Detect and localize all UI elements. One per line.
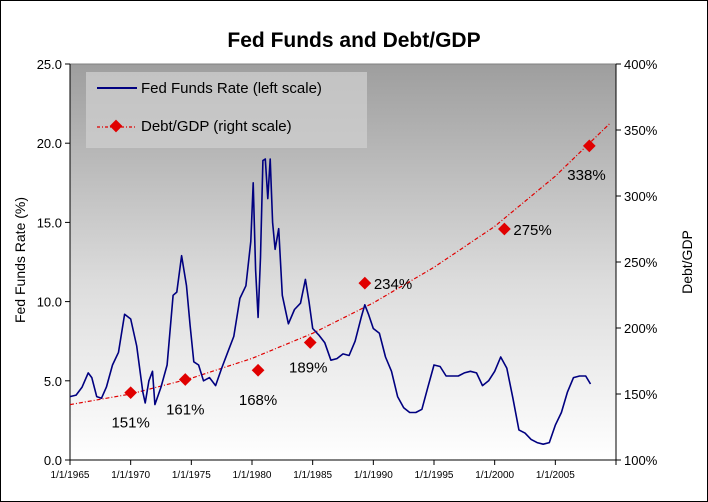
- debt-gdp-point: [178, 373, 192, 386]
- left-axis-label: Fed Funds Rate (%): [12, 197, 28, 323]
- right-axis-label: Debt/GDP: [679, 230, 695, 294]
- left-tick-label: 15.0: [37, 215, 62, 230]
- debt-gdp-point: [303, 336, 317, 349]
- debt-gdp-point: [498, 222, 511, 236]
- left-tick-label: 10.0: [37, 295, 62, 310]
- x-tick-label: 1/1/1990: [354, 470, 393, 481]
- x-tick-label: 1/1/2000: [475, 470, 514, 481]
- legend: Fed Funds Rate (left scale) Debt/GDP (ri…: [86, 72, 367, 148]
- right-tick-label: 150%: [624, 387, 658, 402]
- debt-gdp-data-label: 275%: [513, 222, 551, 239]
- debt-gdp-data-label: 189%: [289, 360, 327, 377]
- x-tick-label: 1/1/1980: [233, 470, 272, 481]
- right-tick-label: 250%: [624, 255, 658, 270]
- legend-box: [86, 72, 367, 148]
- debt-gdp-data-label: 338%: [567, 167, 605, 184]
- left-tick-label: 5.0: [44, 374, 62, 389]
- right-tick-label: 400%: [624, 57, 658, 72]
- x-tick-label: 1/1/2005: [536, 470, 575, 481]
- x-tick-label: 1/1/1965: [51, 470, 90, 481]
- right-tick-label: 200%: [624, 321, 658, 336]
- debt-gdp-data-label: 168%: [239, 392, 277, 409]
- left-tick-label: 0.0: [44, 453, 62, 468]
- legend-debt-gdp-label: Debt/GDP (right scale): [141, 118, 292, 135]
- debt-gdp-data-label: 234%: [374, 276, 412, 293]
- x-tick-label: 1/1/1970: [111, 470, 150, 481]
- right-tick-label: 350%: [624, 123, 658, 138]
- chart-title: Fed Funds and Debt/GDP: [227, 29, 480, 52]
- axes: 0.0 5.0 10.0 15.0 20.0 25.0 100% 150% 200% 250% 30…: [37, 57, 658, 481]
- legend-fed-funds-label: Fed Funds Rate (left scale): [141, 80, 322, 97]
- fed-funds-line: [69, 158, 592, 446]
- right-tick-label: 100%: [624, 453, 658, 468]
- x-tick-label: 1/1/1995: [415, 470, 454, 481]
- debt-gdp-data-label: 161%: [166, 401, 204, 418]
- debt-gdp-point: [358, 276, 372, 290]
- left-tick-label: 25.0: [37, 57, 62, 72]
- left-tick-label: 20.0: [37, 136, 62, 151]
- debt-gdp-series: 151% 161% 168% 189% 234% 275% 338%: [111, 139, 606, 432]
- fed-funds-series: [69, 158, 592, 446]
- x-tick-label: 1/1/1975: [172, 470, 211, 481]
- x-tick-label: 1/1/1985: [293, 470, 332, 481]
- debt-gdp-data-label: 151%: [111, 415, 149, 432]
- right-tick-label: 300%: [624, 189, 658, 204]
